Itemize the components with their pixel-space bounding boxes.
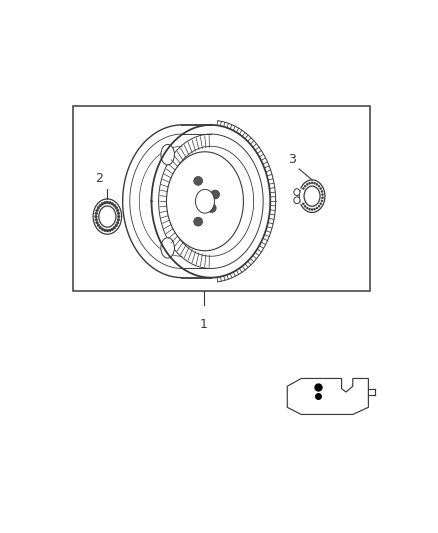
Circle shape [99, 226, 102, 229]
Bar [74, 106, 371, 291]
Circle shape [211, 190, 219, 199]
Circle shape [318, 205, 320, 207]
Circle shape [302, 203, 304, 205]
Circle shape [99, 204, 102, 207]
Circle shape [117, 219, 120, 221]
Text: 2: 2 [95, 172, 103, 185]
Circle shape [111, 228, 114, 231]
Circle shape [97, 206, 100, 209]
Circle shape [95, 212, 98, 215]
Ellipse shape [99, 206, 116, 227]
Circle shape [116, 221, 119, 224]
Circle shape [314, 182, 316, 184]
Circle shape [117, 212, 120, 215]
Ellipse shape [304, 186, 320, 206]
Circle shape [95, 215, 97, 218]
Circle shape [311, 208, 313, 211]
Text: 3: 3 [289, 154, 296, 166]
Circle shape [109, 229, 111, 232]
Circle shape [308, 182, 311, 184]
Circle shape [314, 208, 316, 210]
Ellipse shape [166, 152, 244, 251]
Circle shape [308, 208, 311, 210]
Circle shape [117, 215, 120, 218]
Circle shape [304, 185, 306, 187]
Circle shape [103, 201, 106, 204]
Circle shape [97, 224, 100, 227]
Circle shape [95, 219, 98, 221]
Circle shape [207, 204, 216, 213]
Text: 1: 1 [200, 318, 208, 332]
Circle shape [194, 217, 203, 226]
Circle shape [113, 204, 116, 207]
Circle shape [111, 203, 114, 205]
Circle shape [304, 205, 306, 207]
Circle shape [115, 206, 118, 209]
Circle shape [320, 188, 322, 190]
Circle shape [109, 201, 111, 204]
Circle shape [306, 207, 308, 209]
Ellipse shape [161, 144, 174, 165]
Ellipse shape [294, 197, 300, 204]
Ellipse shape [294, 189, 300, 196]
Circle shape [106, 229, 109, 232]
Circle shape [321, 197, 324, 199]
Circle shape [106, 201, 109, 204]
Circle shape [321, 193, 324, 196]
Ellipse shape [161, 238, 174, 258]
Circle shape [113, 226, 116, 229]
Circle shape [115, 224, 118, 227]
Circle shape [103, 229, 106, 232]
Polygon shape [287, 378, 368, 415]
Circle shape [302, 188, 304, 190]
Circle shape [321, 190, 323, 192]
Circle shape [96, 209, 99, 212]
Circle shape [101, 203, 104, 205]
Circle shape [320, 203, 322, 205]
Circle shape [96, 221, 99, 224]
Circle shape [194, 176, 203, 185]
Circle shape [116, 209, 119, 212]
Circle shape [306, 183, 308, 185]
Circle shape [311, 182, 313, 184]
Circle shape [101, 228, 104, 231]
Circle shape [316, 207, 318, 209]
Ellipse shape [93, 199, 122, 234]
Circle shape [316, 183, 318, 185]
Circle shape [318, 185, 320, 187]
Circle shape [321, 200, 323, 202]
Ellipse shape [195, 189, 215, 213]
